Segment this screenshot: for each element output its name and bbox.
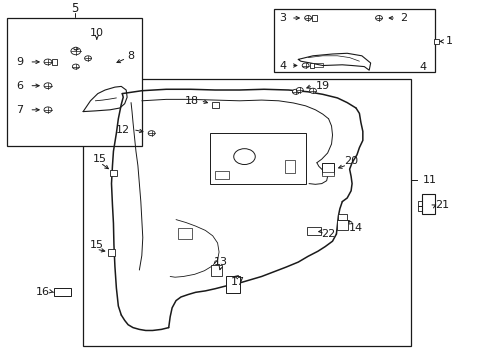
Bar [211,102,218,108]
Bar [211,265,222,276]
Text: 20: 20 [344,156,357,166]
Circle shape [375,15,382,21]
Text: 8: 8 [127,51,134,61]
Circle shape [304,15,311,21]
Bar [309,63,314,68]
Circle shape [44,107,52,113]
Text: 6: 6 [16,81,23,91]
Text: 21: 21 [435,200,448,210]
Circle shape [74,47,78,50]
Bar [338,214,346,220]
Text: 22: 22 [321,229,335,239]
Bar [226,276,240,293]
Text: 17: 17 [231,276,244,287]
Text: 4: 4 [279,60,285,71]
Circle shape [309,88,316,93]
Circle shape [148,131,155,136]
Circle shape [84,56,91,61]
Bar [7,18,142,146]
Bar [421,194,434,214]
Circle shape [72,64,79,69]
Circle shape [44,83,52,89]
Text: 14: 14 [348,222,362,233]
Text: 3: 3 [279,13,285,23]
Text: 18: 18 [184,96,198,106]
Text: 1: 1 [445,36,451,46]
Text: 12: 12 [116,125,130,135]
Circle shape [302,63,308,68]
Circle shape [292,89,299,94]
Bar [273,9,434,72]
Bar [215,171,228,179]
Text: 15: 15 [93,154,107,164]
Bar [210,133,305,184]
Circle shape [296,87,303,93]
Text: 2: 2 [399,13,406,23]
Bar [433,39,438,44]
Circle shape [233,149,255,165]
Text: 11: 11 [422,175,435,185]
Text: 5: 5 [71,3,79,15]
Bar [337,220,347,230]
Text: 9: 9 [16,57,23,67]
Bar [178,228,192,239]
Text: 19: 19 [315,81,329,91]
Circle shape [71,48,81,55]
Text: 7: 7 [16,105,23,115]
Bar [284,160,295,173]
Circle shape [44,59,52,65]
Bar [54,288,71,296]
Bar [52,59,57,65]
Bar [321,163,333,174]
Text: 10: 10 [90,28,103,38]
Bar [321,172,333,176]
Text: 4: 4 [419,62,426,72]
Text: 16: 16 [36,287,50,297]
Bar [311,15,316,21]
Text: 15: 15 [89,240,103,250]
Text: 13: 13 [214,257,227,267]
Bar [83,79,410,346]
Bar [110,170,117,176]
Bar [306,227,320,235]
Bar [108,249,115,256]
